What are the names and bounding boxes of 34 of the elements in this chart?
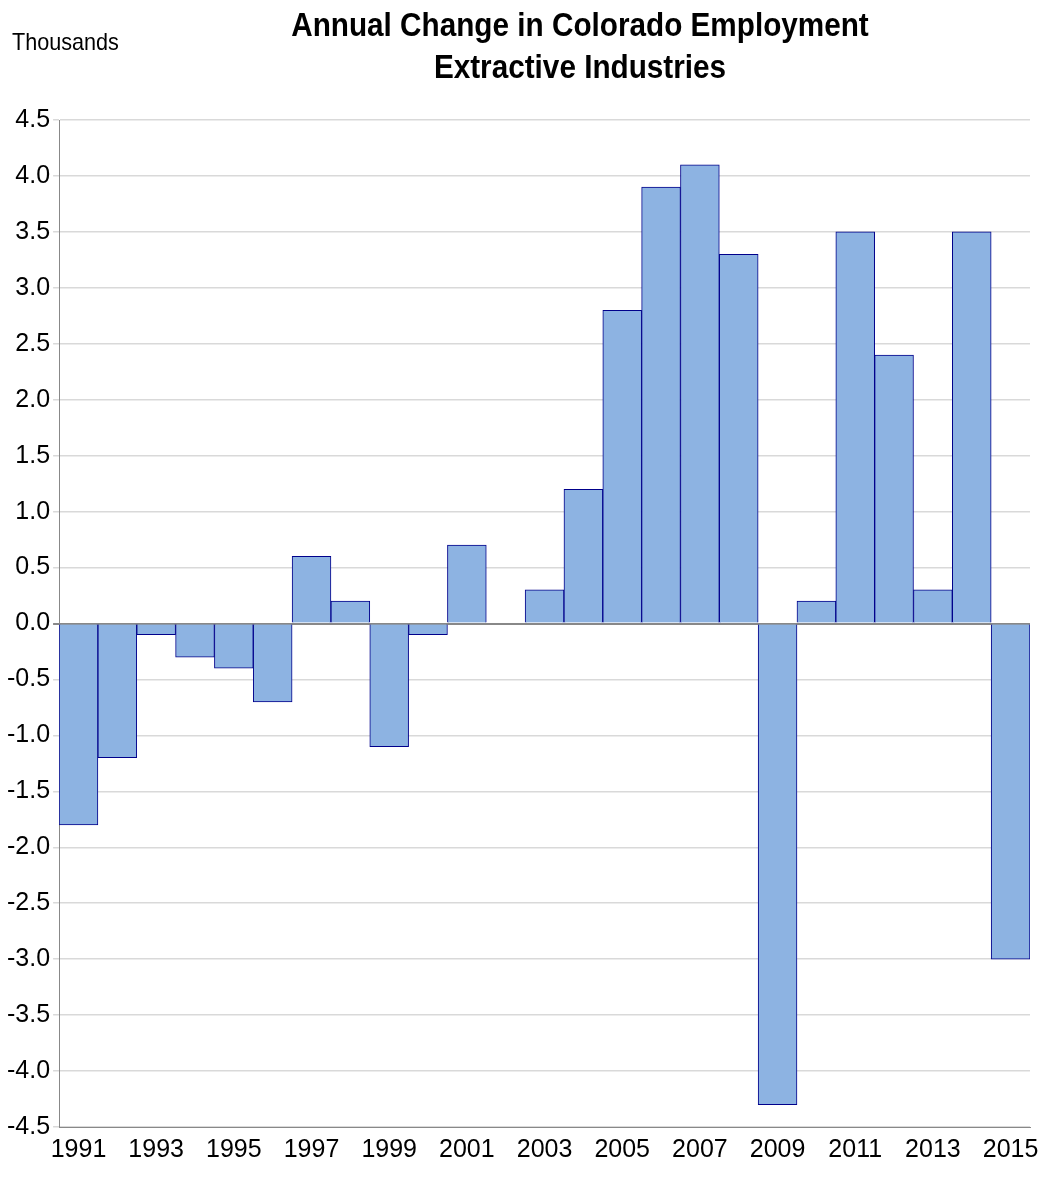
y-tick-label: -3.0	[6, 943, 51, 972]
y-axis-title: Thousands	[12, 28, 119, 56]
y-tick-label: -4.0	[6, 1054, 51, 1083]
y-tick-label: -2.5	[6, 887, 51, 916]
x-tick-label: 2011	[828, 1133, 883, 1162]
y-tick-label: 4.5	[15, 103, 51, 132]
x-tick-label: 1993	[128, 1133, 184, 1162]
y-tick-label: 2.5	[15, 327, 51, 356]
y-tick-label: 3.0	[15, 271, 51, 300]
x-tick-label: 1995	[206, 1133, 262, 1162]
y-tick-label: -1.5	[6, 775, 51, 804]
y-tick-label: 2.0	[15, 383, 51, 412]
x-tick-label: 2015	[982, 1133, 1039, 1162]
y-tick-label: -2.0	[6, 831, 51, 860]
y-tick-label: -4.5	[6, 1110, 51, 1139]
y-tick-label: 1.5	[15, 439, 51, 468]
x-tick-label: 1997	[283, 1133, 340, 1162]
x-tick-label: 2001	[439, 1133, 495, 1162]
y-tick-label: 4.0	[15, 159, 51, 188]
y-tick-label: 1.0	[15, 495, 51, 524]
x-tick-label: 2003	[516, 1133, 573, 1162]
y-tick-label: 3.5	[15, 215, 51, 244]
x-tick-label: 1999	[361, 1133, 417, 1162]
x-tick-label: 2005	[594, 1133, 651, 1162]
y-tick-label: -0.5	[6, 663, 51, 692]
y-tick-label: 0.0	[15, 607, 51, 636]
y-tick-label: 0.5	[15, 551, 51, 580]
x-tick-label: 2013	[905, 1133, 961, 1162]
chart-title: Annual Change in Colorado Employment Extractive Industries	[290, 5, 870, 87]
x-tick-label: 1991	[50, 1133, 107, 1162]
y-tick-label: -1.0	[6, 719, 51, 748]
y-tick-label: -3.5	[6, 999, 51, 1027]
x-tick-label: 2009	[749, 1133, 806, 1162]
x-tick-label: 2007	[672, 1133, 728, 1162]
